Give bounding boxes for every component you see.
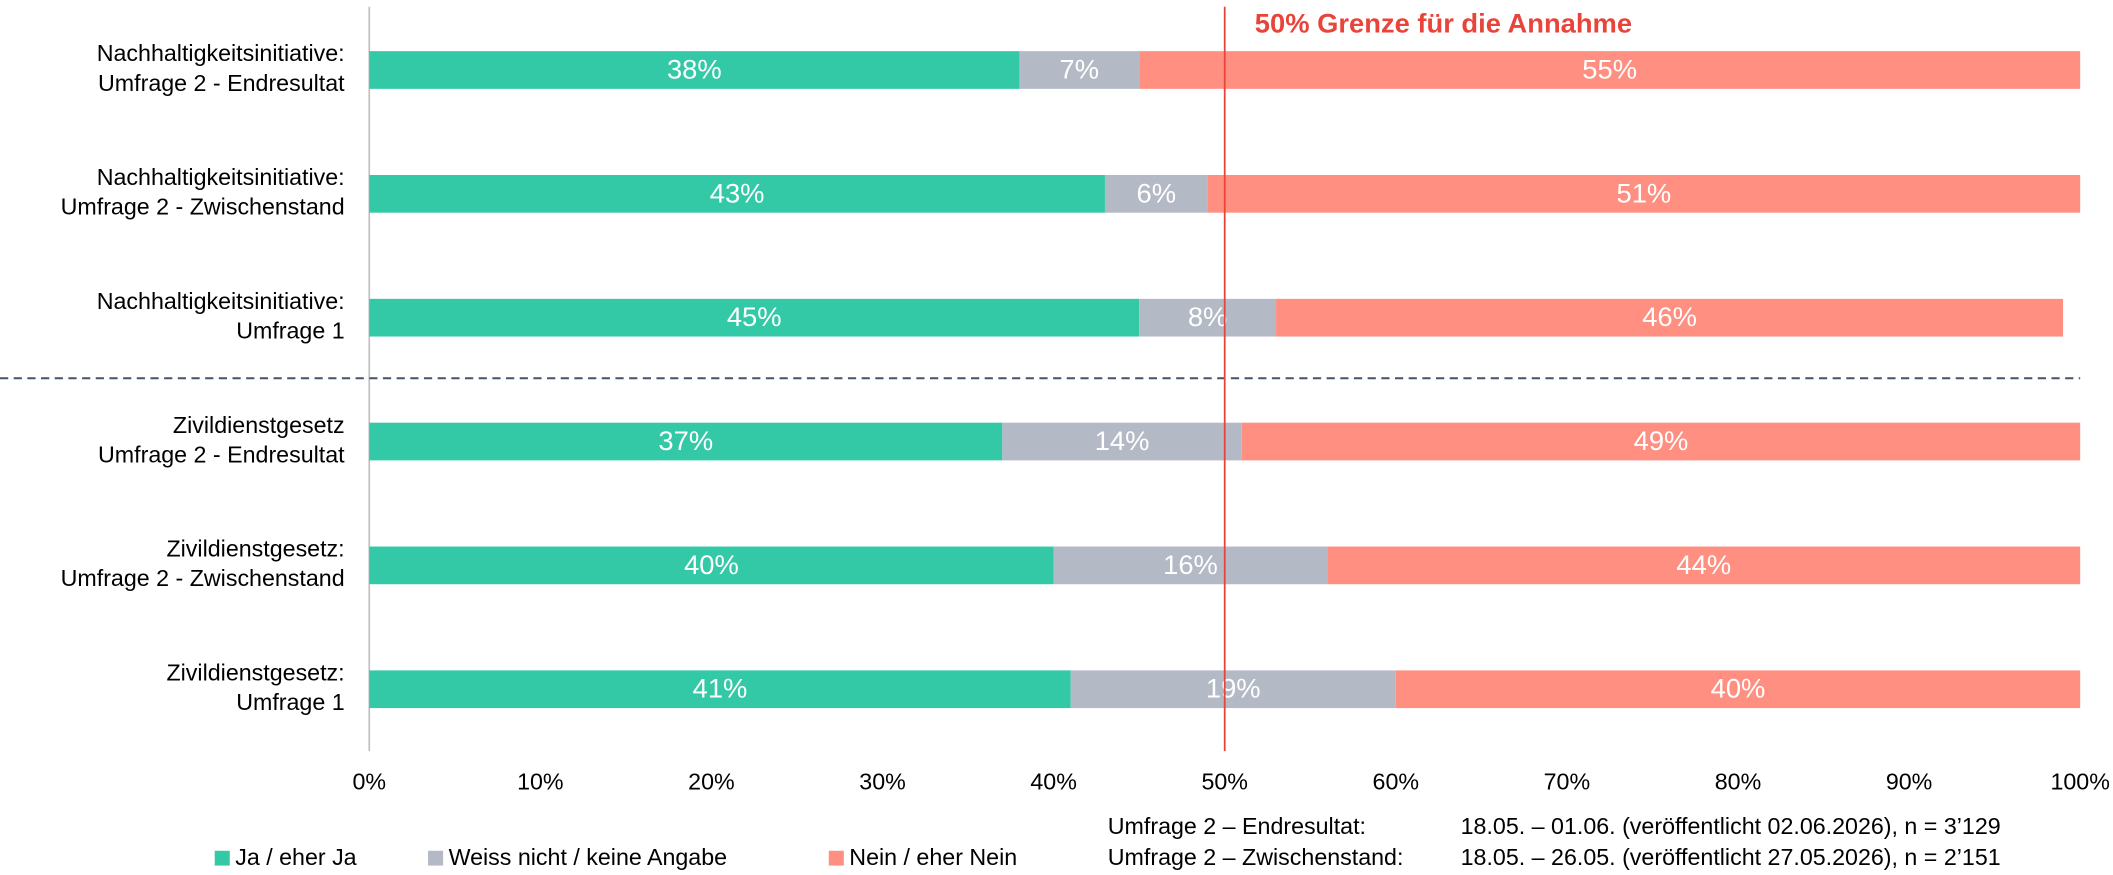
note-text: 18.05. – 01.06. (veröffentlicht 02.06.20… [1461,813,2001,839]
x-tick-label: 60% [1373,769,1420,795]
x-tick-label: 40% [1030,769,1077,795]
category-label: Nachhaltigkeitsinitiative: [97,40,345,66]
legend-swatch [428,850,444,866]
x-tick-label: 80% [1715,769,1762,795]
category-label: Umfrage 2 - Endresultat [98,70,345,96]
note-label: Umfrage 2 – Zwischenstand: [1108,844,1404,870]
x-tick-label: 10% [517,769,564,795]
category-label: Nachhaltigkeitsinitiative: [97,288,345,314]
bar-segment [369,670,1071,709]
bar-segment [369,51,1020,89]
value-label: 14% [1095,425,1150,456]
category-label: Umfrage 2 - Endresultat [98,442,345,468]
bar-segment [369,298,1140,337]
value-label: 8% [1188,301,1228,332]
bar-segment [1327,546,2081,585]
bar-segment [1139,51,2081,89]
category-label: Zivildienstgesetz: [166,660,344,686]
value-label: 40% [1711,673,1766,704]
x-tick-label: 90% [1886,769,1933,795]
bar-segment [1019,51,1140,89]
bar-segment [369,422,1003,461]
value-label: 41% [693,673,748,704]
bar-segment [1070,670,1396,709]
x-tick-label: 50% [1201,769,1248,795]
value-label: 43% [710,178,765,209]
value-label: 16% [1163,549,1218,580]
value-label: 45% [727,301,782,332]
value-label: 37% [658,425,713,456]
value-label: 44% [1676,549,1731,580]
category-label: Zivildienstgesetz: [166,536,344,562]
legend-label: Ja / eher Ja [235,844,357,870]
value-label: 49% [1634,425,1689,456]
value-label: 19% [1206,673,1261,704]
value-label: 55% [1582,54,1637,85]
x-tick-label: 30% [859,769,906,795]
legend-label: Weiss nicht / keine Angabe [449,844,727,870]
x-tick-label: 20% [688,769,735,795]
reference-label: 50% Grenze für die Annahme [1255,8,1632,39]
value-label: 40% [684,549,739,580]
note-label: Umfrage 2 – Endresultat: [1108,813,1366,839]
category-label: Umfrage 2 - Zwischenstand [61,194,345,220]
category-label: Zivildienstgesetz [173,412,345,438]
category-label: Umfrage 2 - Zwischenstand [61,565,345,591]
category-label: Umfrage 1 [236,318,344,344]
category-label: Nachhaltigkeitsinitiative: [97,164,345,190]
value-label: 6% [1137,178,1177,209]
x-tick-label: 100% [2050,769,2109,795]
value-label: 38% [667,54,722,85]
bar-segment [1053,546,1328,585]
bar-segment [1241,422,2081,461]
value-label: 7% [1060,54,1100,85]
bar-segment [369,546,1054,585]
bar-segment [1002,422,1242,461]
bar-segment [1139,298,1277,337]
legend-label: Nein / eher Nein [849,844,1017,870]
legend-swatch [828,850,844,866]
bar-segment [1395,670,2081,709]
legend-swatch [214,850,230,866]
category-label: Umfrage 1 [236,689,344,715]
bar-segment [1104,175,1208,213]
bar-segment [369,175,1105,213]
value-label: 51% [1617,178,1672,209]
bar-segment [1276,298,2064,337]
note-text: 18.05. – 26.05. (veröffentlicht 27.05.20… [1461,844,2001,870]
x-tick-label: 0% [352,769,386,795]
x-tick-label: 70% [1544,769,1591,795]
bar-segment [1207,175,2081,213]
value-label: 46% [1642,301,1697,332]
